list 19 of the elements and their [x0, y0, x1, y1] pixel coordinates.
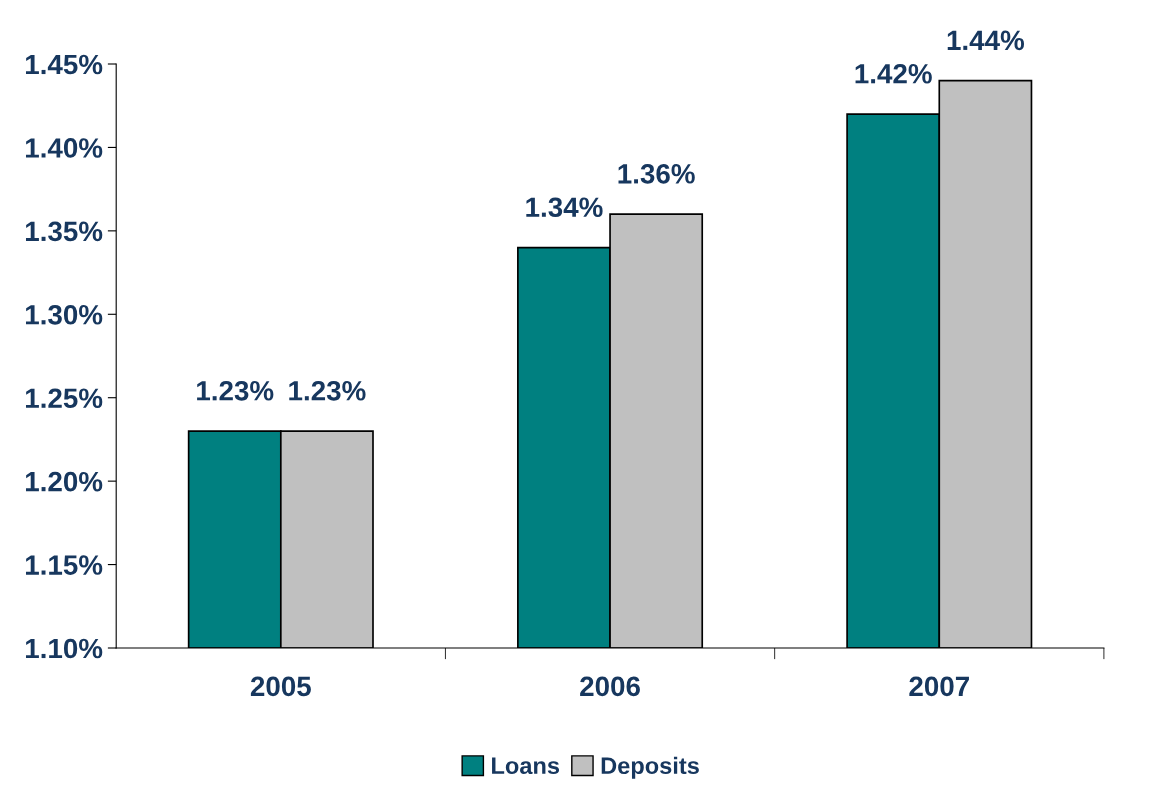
y-tick-label: 1.30%: [26, 304, 103, 325]
y-tick-label: 1.45%: [26, 54, 103, 75]
y-tick-label: 1.10%: [26, 638, 103, 659]
y-tick-label: 1.15%: [26, 555, 103, 575]
data-label: 1.23%: [289, 380, 366, 401]
data-label: 1.44%: [947, 30, 1025, 51]
data-label: 1.42%: [855, 63, 932, 84]
x-tick-label: 2006: [580, 676, 640, 697]
legend-label: Loans: [492, 757, 560, 775]
x-tick-label: 2007: [909, 676, 969, 697]
x-tick-label: 2005: [250, 676, 311, 697]
y-tick-label: 1.40%: [26, 138, 103, 158]
legend-label: Deposits: [601, 756, 699, 779]
y-tick-label: 1.25%: [26, 388, 103, 409]
y-tick-label: 1.35%: [26, 221, 103, 242]
data-label: 1.23%: [197, 380, 274, 401]
data-label: 1.36%: [618, 164, 695, 184]
data-label: 1.34%: [526, 197, 603, 218]
y-tick-label: 1.20%: [26, 471, 103, 492]
